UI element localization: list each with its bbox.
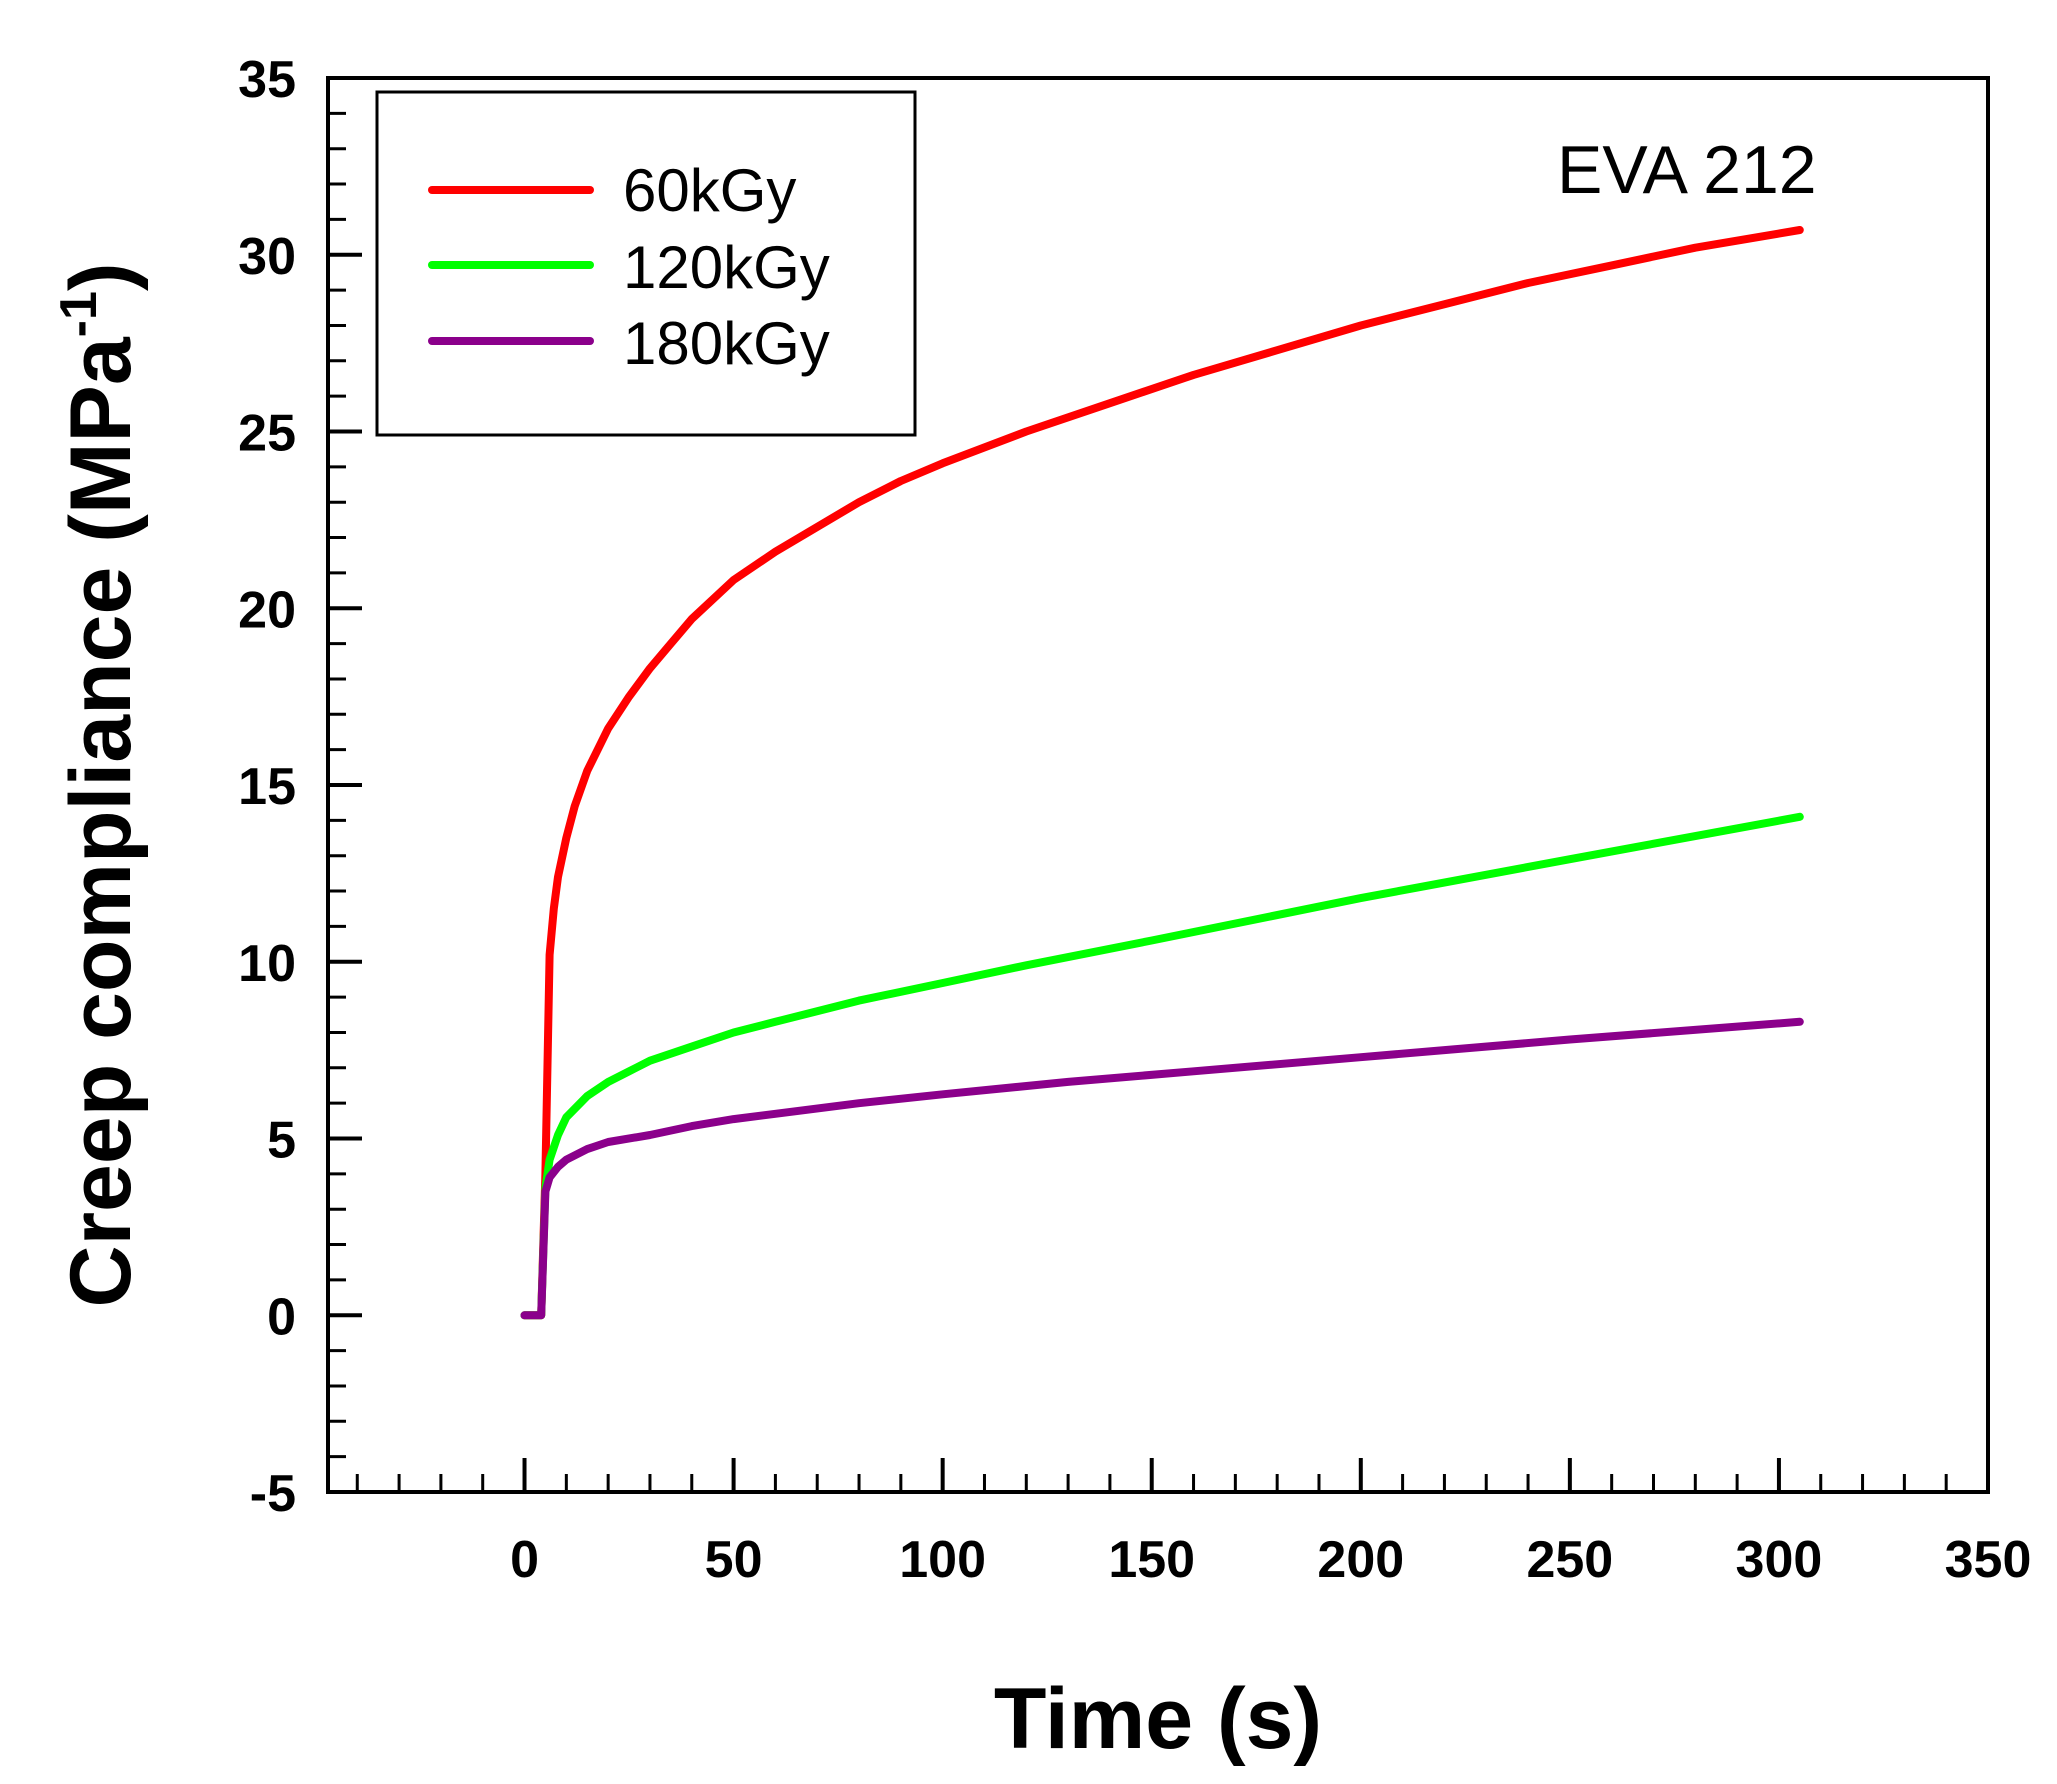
- x-tick-label: 100: [899, 1531, 986, 1589]
- x-tick-label: 50: [705, 1531, 763, 1589]
- plot-area-frame: [326, 76, 1990, 1494]
- y-tick-label: 0: [267, 1288, 296, 1346]
- y-tick-label: 20: [238, 581, 296, 639]
- y-axis-ticks: [328, 76, 362, 1494]
- y-axis-title-main: Creep compliance (MPa: [53, 336, 149, 1307]
- y-tick-label: -5: [250, 1465, 296, 1523]
- y-tick-label: 15: [238, 758, 296, 816]
- legend-label-180kgy: 180kGy: [623, 310, 830, 377]
- x-tick-label: 150: [1108, 1531, 1195, 1589]
- series-line-180kgy: [520, 1017, 1804, 1320]
- y-axis-title-superscript: -1: [50, 291, 108, 337]
- series-line-60kgy: [520, 226, 1804, 1320]
- series-lines: [520, 226, 1804, 1320]
- x-tick-label: 0: [510, 1531, 539, 1589]
- y-tick-label: 35: [238, 51, 296, 109]
- legend-label-120kgy: 120kGy: [623, 234, 830, 301]
- x-tick-label: 300: [1736, 1531, 1823, 1589]
- series-line-120kgy: [520, 812, 1804, 1320]
- x-axis-title: Time (s): [994, 1671, 1322, 1767]
- y-axis-title: Creep compliance (MPa-1): [50, 262, 149, 1307]
- legend: 60kGy 120kGy 180kGy: [375, 90, 917, 437]
- y-tick-label: 30: [238, 228, 296, 286]
- x-tick-label: 250: [1526, 1531, 1613, 1589]
- x-tick-label: 200: [1317, 1531, 1404, 1589]
- legend-label-60kgy: 60kGy: [623, 157, 796, 224]
- y-tick-label: 10: [238, 935, 296, 993]
- x-axis-ticks: [355, 1458, 1990, 1492]
- x-tick-label: 350: [1945, 1531, 2032, 1589]
- y-tick-label: 5: [267, 1112, 296, 1170]
- y-tick-label: 25: [238, 405, 296, 463]
- x-axis-tick-labels: 0 50 100 150 200 250 300 350: [510, 1531, 2031, 1589]
- y-axis-tick-labels: -5 0 5 10 15 20 25 30 35: [238, 51, 296, 1523]
- y-axis-title-close: ): [53, 262, 149, 291]
- annotation-eva-212: EVA 212: [1557, 132, 1817, 208]
